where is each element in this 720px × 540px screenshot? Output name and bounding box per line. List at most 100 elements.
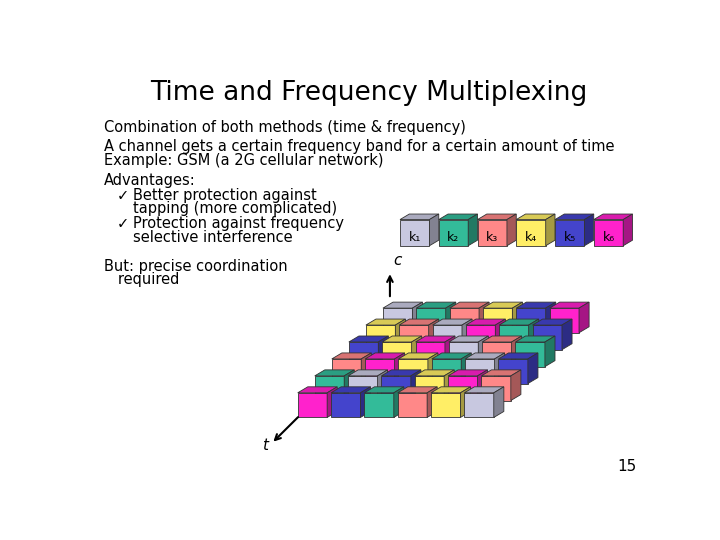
Polygon shape [549, 308, 579, 333]
Polygon shape [477, 370, 487, 401]
Polygon shape [382, 376, 411, 401]
Polygon shape [449, 342, 478, 367]
Polygon shape [315, 376, 344, 401]
Polygon shape [513, 302, 523, 333]
Polygon shape [461, 387, 471, 417]
Polygon shape [383, 308, 413, 333]
Polygon shape [348, 370, 387, 376]
Polygon shape [415, 370, 454, 376]
Polygon shape [495, 319, 505, 350]
Polygon shape [482, 336, 522, 342]
Polygon shape [477, 220, 507, 246]
Polygon shape [555, 220, 585, 246]
Polygon shape [400, 214, 438, 220]
Polygon shape [400, 220, 429, 246]
Text: required: required [104, 272, 179, 287]
Text: ✓: ✓ [117, 188, 130, 203]
Polygon shape [416, 302, 456, 308]
Polygon shape [332, 359, 361, 383]
Text: Combination of both methods (time & frequency): Combination of both methods (time & freq… [104, 120, 466, 135]
Polygon shape [411, 370, 421, 401]
Text: Time and Frequency Multiplexing: Time and Frequency Multiplexing [150, 80, 588, 106]
Polygon shape [449, 308, 479, 333]
Polygon shape [432, 359, 462, 383]
Polygon shape [433, 319, 472, 325]
Polygon shape [546, 214, 555, 246]
Polygon shape [331, 387, 371, 393]
Polygon shape [415, 376, 444, 401]
Polygon shape [477, 214, 516, 220]
Polygon shape [464, 387, 504, 393]
Text: Protection against frequency: Protection against frequency [132, 217, 343, 232]
Polygon shape [361, 387, 371, 417]
Polygon shape [428, 353, 438, 383]
Polygon shape [378, 336, 388, 367]
Polygon shape [398, 353, 438, 359]
Polygon shape [438, 220, 468, 246]
Polygon shape [415, 342, 445, 367]
Polygon shape [624, 214, 632, 246]
Polygon shape [546, 302, 556, 333]
Polygon shape [444, 370, 454, 401]
Polygon shape [495, 353, 505, 383]
Text: 15: 15 [617, 460, 636, 475]
Polygon shape [465, 353, 505, 359]
Polygon shape [327, 387, 337, 417]
Polygon shape [364, 387, 404, 393]
Polygon shape [528, 353, 538, 383]
Polygon shape [533, 319, 572, 325]
Polygon shape [413, 302, 423, 333]
Polygon shape [382, 370, 421, 376]
Polygon shape [415, 336, 455, 342]
Text: k₅: k₅ [564, 232, 576, 245]
Polygon shape [516, 342, 545, 367]
Polygon shape [428, 319, 438, 350]
Polygon shape [397, 387, 437, 393]
Polygon shape [377, 370, 387, 401]
Polygon shape [498, 359, 528, 383]
Polygon shape [585, 214, 594, 246]
Polygon shape [349, 342, 378, 367]
Polygon shape [297, 393, 327, 417]
Text: Better protection against: Better protection against [132, 188, 316, 203]
Text: A channel gets a certain frequency band for a certain amount of time: A channel gets a certain frequency band … [104, 139, 614, 154]
Polygon shape [397, 393, 427, 417]
Polygon shape [499, 319, 539, 325]
Polygon shape [465, 359, 495, 383]
Polygon shape [482, 376, 510, 401]
Polygon shape [462, 353, 472, 383]
Polygon shape [399, 325, 428, 350]
Polygon shape [449, 302, 489, 308]
Polygon shape [579, 302, 589, 333]
Text: c: c [393, 253, 402, 268]
Polygon shape [361, 353, 372, 383]
Polygon shape [398, 359, 428, 383]
Polygon shape [433, 325, 462, 350]
Polygon shape [549, 302, 589, 308]
Polygon shape [466, 319, 505, 325]
Polygon shape [516, 336, 555, 342]
Polygon shape [364, 393, 394, 417]
Polygon shape [446, 302, 456, 333]
Polygon shape [555, 214, 594, 220]
Polygon shape [479, 302, 489, 333]
Polygon shape [507, 214, 516, 246]
Polygon shape [332, 353, 372, 359]
Polygon shape [516, 302, 556, 308]
Polygon shape [498, 353, 538, 359]
Polygon shape [594, 220, 624, 246]
Text: But: precise coordination: But: precise coordination [104, 259, 287, 274]
Polygon shape [365, 359, 395, 383]
Polygon shape [366, 325, 395, 350]
Polygon shape [483, 302, 523, 308]
Polygon shape [528, 319, 539, 350]
Polygon shape [382, 342, 412, 367]
Polygon shape [365, 353, 405, 359]
Polygon shape [394, 387, 404, 417]
Text: t: t [262, 438, 268, 453]
Polygon shape [483, 308, 513, 333]
Polygon shape [412, 336, 422, 367]
Polygon shape [516, 214, 555, 220]
Polygon shape [512, 336, 522, 367]
Polygon shape [448, 376, 477, 401]
